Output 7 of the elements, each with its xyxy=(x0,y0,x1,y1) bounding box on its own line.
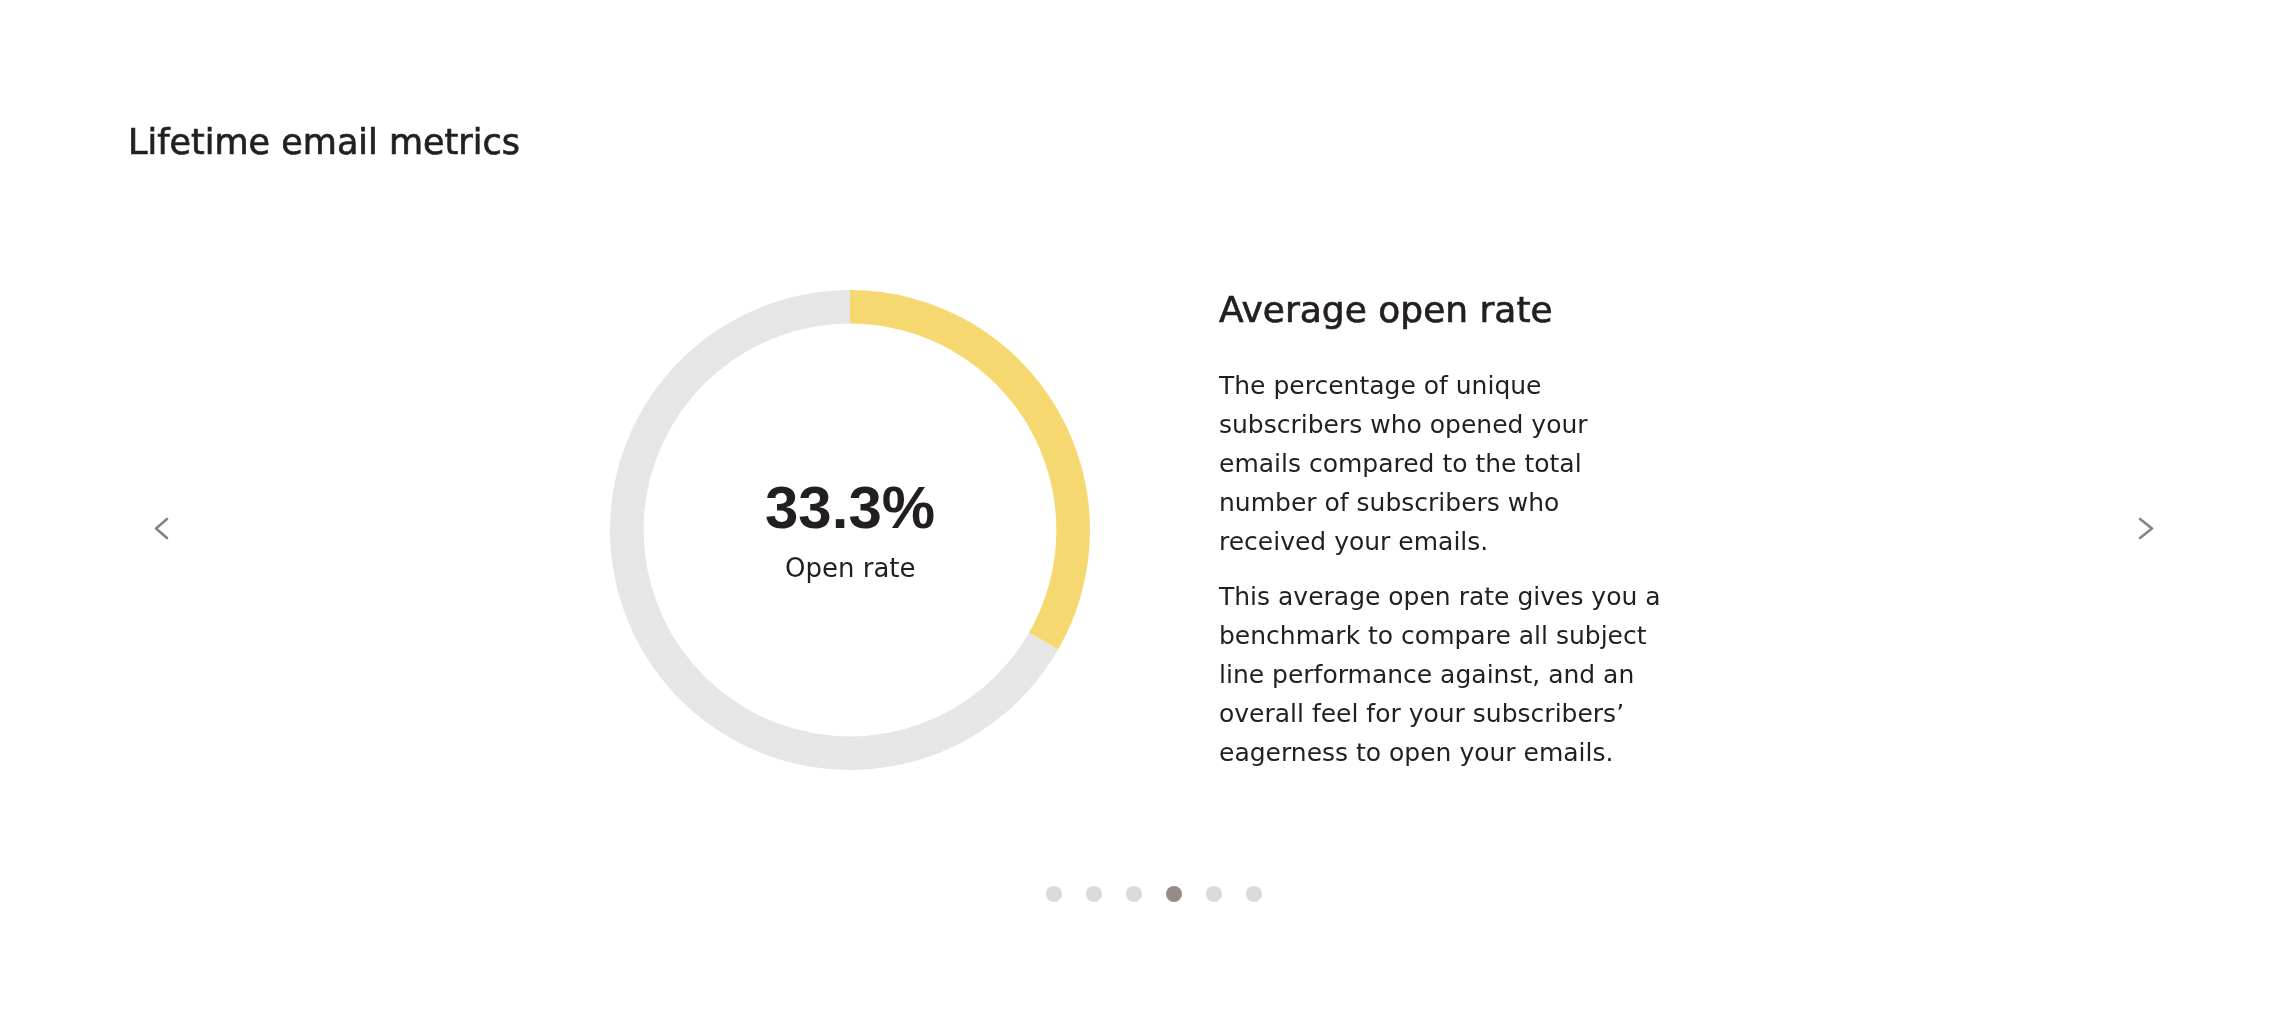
text: The percentage of unique subscribers who opened your emails compared to the total number of subscribers who received your emails. xyxy=(1219,370,1589,558)
donut-slice xyxy=(610,290,1059,770)
text: Average open rate xyxy=(1219,289,1554,332)
text: Lifetime email metrics xyxy=(128,122,520,162)
text: 33.3% xyxy=(765,474,936,541)
text: Open rate xyxy=(785,553,916,583)
text: This average open rate gives you a benchmark to compare all subject line performance against, and an overall feel for your subscribers’ eagerness to open your emails. xyxy=(1219,581,1662,769)
